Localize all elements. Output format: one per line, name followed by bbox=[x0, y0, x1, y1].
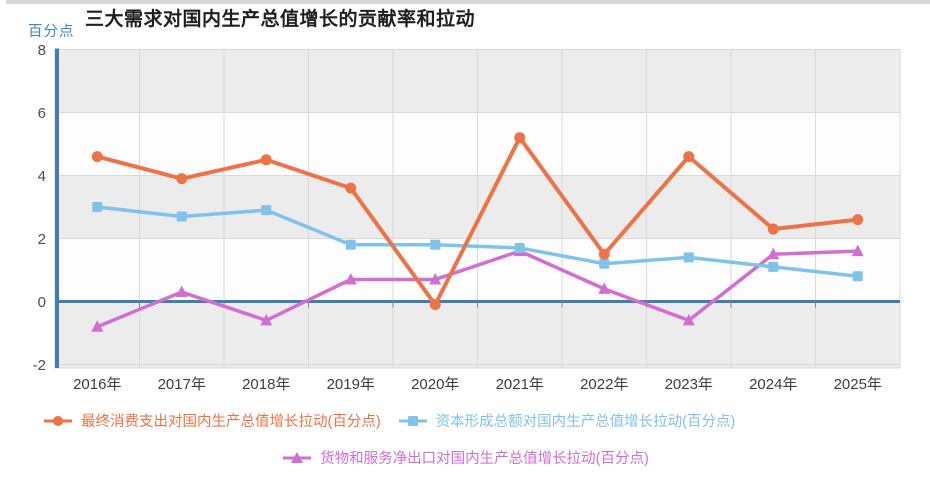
legend-item-capital-formation[interactable]: 资本形成总额对国内生产总值增长拉动(百分点) bbox=[397, 410, 736, 431]
top-divider bbox=[6, 0, 930, 4]
series-1-point-8 bbox=[768, 261, 779, 272]
series-2-point-9 bbox=[851, 244, 864, 257]
chart-title: 三大需求对国内生产总值增长的贡献率和拉动 bbox=[85, 9, 476, 30]
series-1-point-6 bbox=[599, 258, 610, 269]
x-tick-label: 2021年 bbox=[496, 376, 544, 393]
series-1-point-5 bbox=[514, 242, 525, 253]
series-0-point-5 bbox=[514, 132, 526, 144]
series-2-point-0 bbox=[91, 320, 104, 332]
series-2-point-1 bbox=[175, 285, 188, 298]
series-0-point-8 bbox=[767, 223, 779, 235]
y-axis-unit-label: 百分点 bbox=[28, 24, 75, 40]
series-2-point-6 bbox=[598, 282, 611, 294]
series-1-point-0 bbox=[92, 202, 103, 212]
series-0-point-1 bbox=[176, 173, 188, 185]
y-tick-label: 4 bbox=[38, 168, 46, 185]
series-0-point-7 bbox=[683, 151, 695, 163]
series-1-point-4 bbox=[430, 239, 441, 250]
line-chart-plot: 8 6 4 2 0 -2 2016年 2017年 2018年 2019年 2020年 2021年 202… bbox=[33, 42, 901, 393]
x-tick-label: 2019年 bbox=[327, 376, 375, 393]
legend-label: 最终消费支出对国内生产总值增长拉动(百分点) bbox=[81, 414, 381, 430]
legend-line-square-icon bbox=[398, 415, 427, 426]
series-1-point-7 bbox=[683, 252, 694, 263]
series-0-point-3 bbox=[345, 182, 357, 194]
series-line-2 bbox=[95, 249, 860, 329]
legend-line-circle-icon bbox=[44, 415, 72, 426]
series-line-1 bbox=[95, 205, 860, 279]
legend-label: 货物和服务净出口对国内生产总值增长拉动(百分点) bbox=[320, 451, 649, 467]
series-2-point-3 bbox=[344, 272, 357, 285]
series-2-point-7 bbox=[682, 313, 695, 326]
series-1-point-9 bbox=[852, 271, 863, 282]
series-1-point-1 bbox=[176, 211, 187, 222]
series-0-point-9 bbox=[852, 214, 864, 226]
x-tick-label: 2022年 bbox=[580, 376, 628, 393]
series-2-point-2 bbox=[260, 313, 273, 326]
legend-item-final-consumption[interactable]: 最终消费支出对国内生产总值增长拉动(百分点) bbox=[42, 410, 381, 431]
series-0-point-2 bbox=[260, 154, 272, 166]
series-2-point-4 bbox=[429, 272, 442, 285]
x-tick-label: 2016年 bbox=[73, 376, 121, 393]
legend-item-net-exports[interactable]: 货物和服务净出口对国内生产总值增长拉动(百分点) bbox=[281, 447, 649, 468]
x-tick-label: 2024年 bbox=[749, 376, 797, 393]
legend-label: 资本形成总额对国内生产总值增长拉动(百分点) bbox=[435, 414, 736, 430]
series-0-point-6 bbox=[598, 248, 610, 260]
series-1-point-3 bbox=[345, 239, 356, 250]
legend-line-triangle-icon bbox=[283, 451, 312, 463]
y-tick-label: 6 bbox=[38, 105, 46, 122]
x-tick-label: 2023年 bbox=[665, 376, 713, 393]
y-tick-label: 0 bbox=[38, 294, 46, 311]
series-line-0 bbox=[95, 135, 860, 307]
x-tick-label: 2018年 bbox=[242, 376, 290, 393]
legend-row-1: 最终消费支出对国内生产总值增长拉动(百分点) 资本形成总额对国内生产总值增长拉动… bbox=[0, 410, 930, 431]
x-tick-label: 2025年 bbox=[834, 376, 882, 393]
x-tick-label: 2020年 bbox=[411, 376, 459, 393]
y-tick-label: 8 bbox=[38, 42, 46, 59]
x-tick-label: 2017年 bbox=[158, 376, 206, 393]
series-0-point-0 bbox=[91, 151, 103, 163]
series-1-point-2 bbox=[261, 205, 272, 216]
y-tick-label: 2 bbox=[38, 231, 46, 248]
series-2-point-8 bbox=[767, 247, 780, 260]
legend-row-2: 货物和服务净出口对国内生产总值增长拉动(百分点) bbox=[0, 447, 930, 468]
y-tick-label: -2 bbox=[33, 357, 46, 374]
series-0-point-4 bbox=[429, 299, 441, 311]
